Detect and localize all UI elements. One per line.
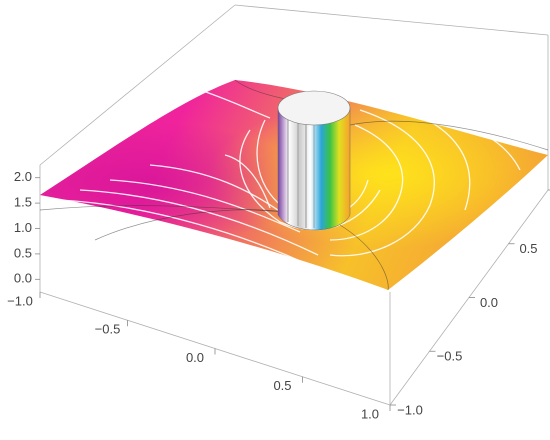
- y-tick-label: 0.5: [519, 241, 537, 256]
- z-tick-label: 0.0: [14, 271, 32, 286]
- x-tick-label: 1.0: [361, 406, 379, 421]
- x-tick-label: −1.0: [7, 293, 33, 308]
- box-back: [39, 4, 549, 292]
- z-tick-label: 1.5: [14, 195, 32, 210]
- axes: −1.0 −0.5 0.0 0.5 1.0 −1.0 −0.5 0.0 0.5 1.0 0.0 0.5…: [7, 169, 550, 421]
- y-tick-label: 0.0: [480, 295, 498, 310]
- z-tick-label: 1.0: [14, 220, 32, 235]
- z-tick-label: 2.0: [14, 169, 32, 184]
- x-tick-label: 0.5: [273, 378, 291, 393]
- y-tick-label: −1.0: [397, 402, 423, 417]
- x-tick-label: −0.5: [95, 322, 121, 337]
- z-tick-label: 0.5: [14, 245, 32, 260]
- x-tick-label: 0.0: [186, 350, 204, 365]
- y-tick-label: −0.5: [437, 349, 463, 364]
- cylinder: [277, 90, 351, 231]
